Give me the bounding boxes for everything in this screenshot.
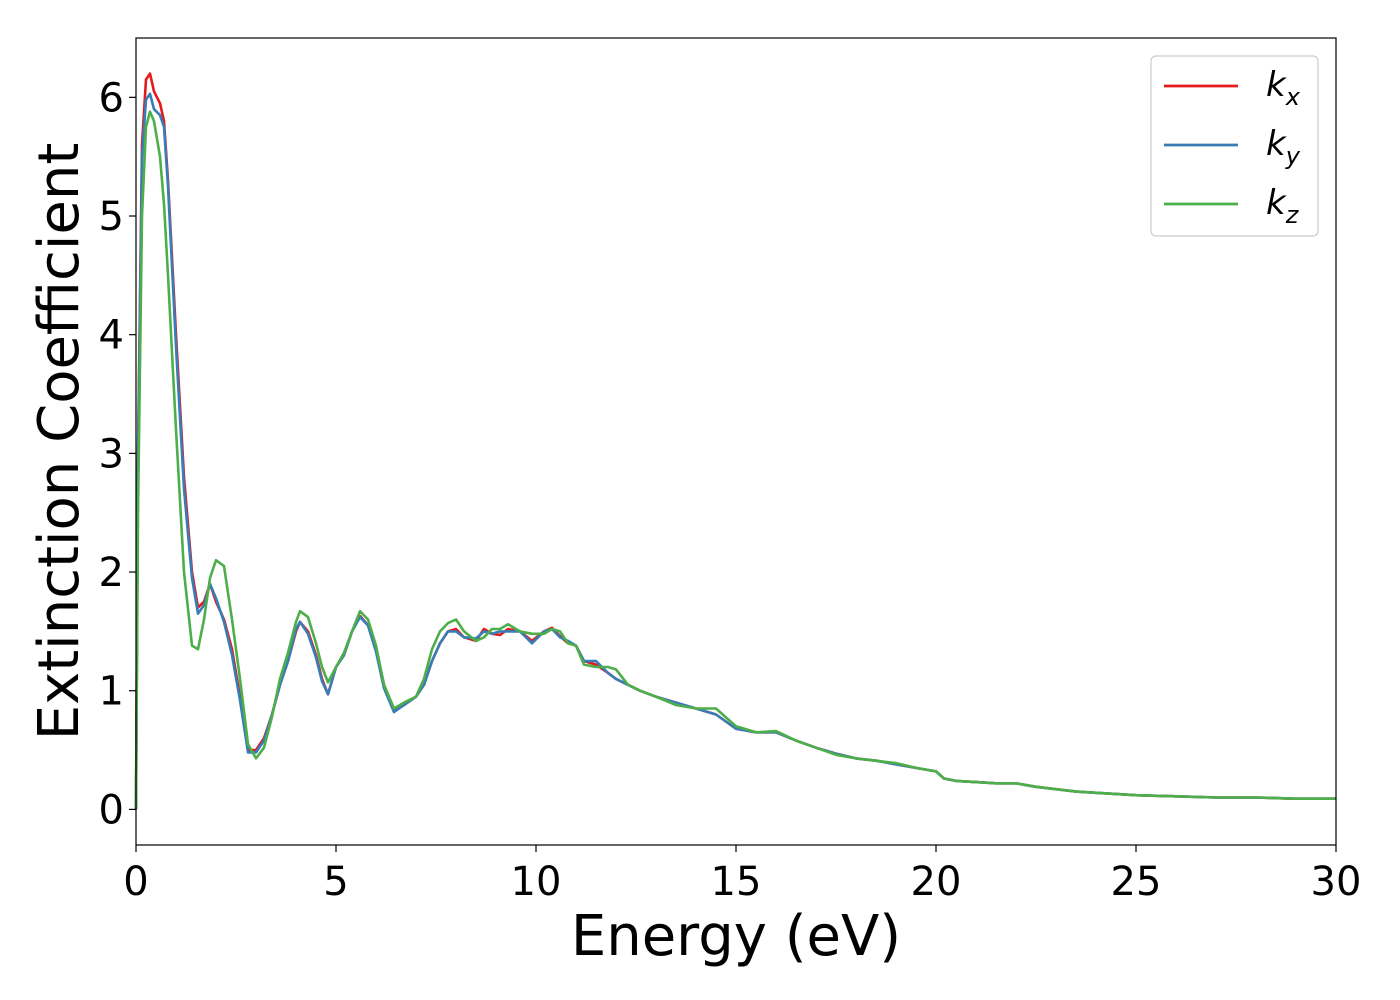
x-tick-label: 15 xyxy=(711,859,762,905)
legend-label-base: k xyxy=(1266,183,1287,223)
series-line-z xyxy=(134,110,1336,810)
legend-label-y: ky xyxy=(1266,124,1301,170)
y-tick-label: 4 xyxy=(99,313,124,359)
legend-label-x: kx xyxy=(1266,65,1301,111)
y-tick-label: 2 xyxy=(99,550,124,596)
x-axis-title: Energy (eV) xyxy=(571,904,901,969)
x-tick-label: 0 xyxy=(123,859,148,905)
y-axis: 0 1 2 3 4 5 6 xyxy=(99,75,136,833)
legend-label-base: k xyxy=(1266,65,1287,105)
legend-label-subscript: z xyxy=(1285,201,1300,229)
y-tick-label: 0 xyxy=(99,787,124,833)
x-tick-label: 20 xyxy=(911,859,962,905)
legend-label-subscript: y xyxy=(1285,142,1301,170)
legend-label-base: k xyxy=(1266,124,1287,164)
x-tick-label: 30 xyxy=(1311,859,1362,905)
x-tick-label: 25 xyxy=(1111,859,1162,905)
y-axis-title: Extinction Coefficient xyxy=(27,143,92,741)
y-tick-label: 5 xyxy=(99,194,124,240)
legend-label-z: kz xyxy=(1266,183,1300,229)
y-tick-label: 6 xyxy=(99,75,124,121)
x-axis: 0 5 10 15 20 25 30 xyxy=(123,845,1361,905)
legend-label-subscript: x xyxy=(1285,83,1301,111)
x-tick-label: 10 xyxy=(511,859,562,905)
y-tick-label: 3 xyxy=(99,431,124,477)
y-tick-label: 1 xyxy=(99,669,124,715)
series-layer xyxy=(134,72,1336,810)
x-tick-label: 5 xyxy=(323,859,348,905)
